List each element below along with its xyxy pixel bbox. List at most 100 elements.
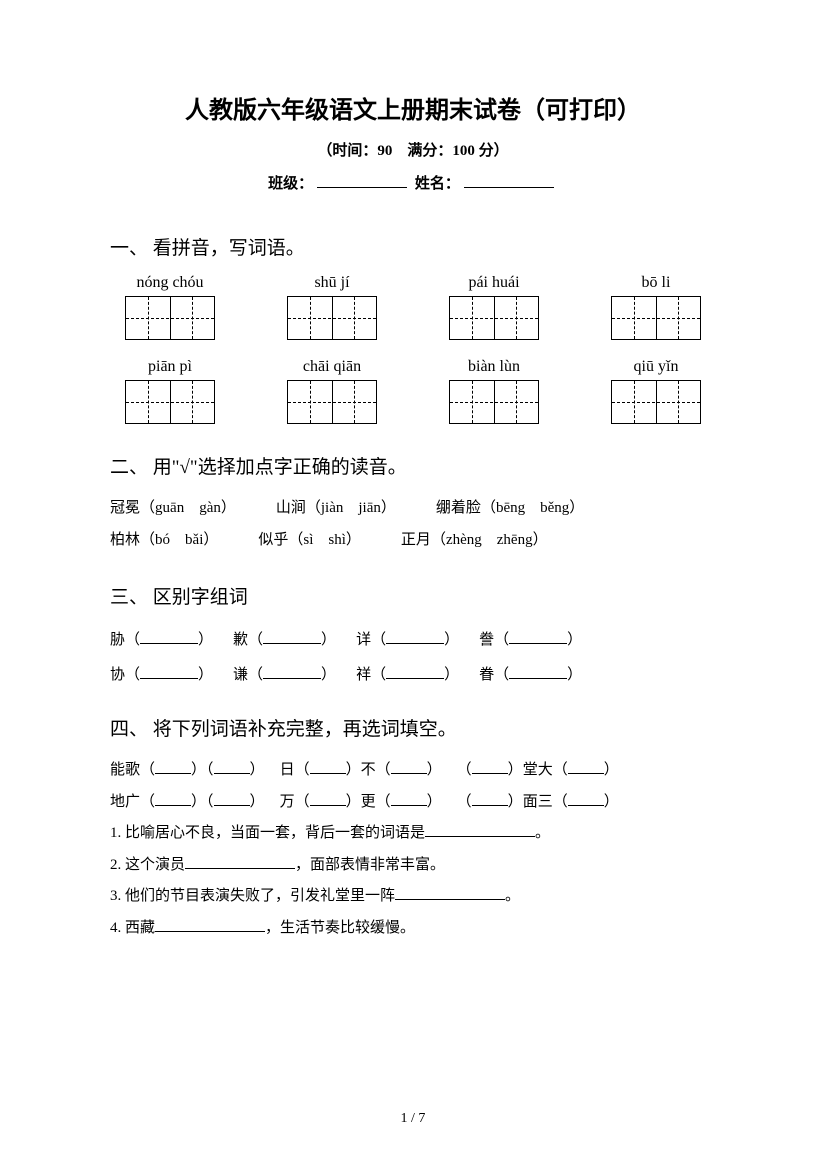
write-grid[interactable] xyxy=(449,296,539,340)
hanzi-char: 冕 xyxy=(125,500,140,516)
student-info-line: 班级： 姓名： xyxy=(110,172,716,193)
char-label: 誊（ xyxy=(479,632,509,648)
word-blank[interactable] xyxy=(140,678,198,679)
pinyin-label: bō li xyxy=(596,274,716,292)
fill-blank[interactable] xyxy=(310,805,346,806)
fill-blank[interactable] xyxy=(391,773,427,774)
pronunciation-options[interactable]: （guān gàn） xyxy=(140,500,236,516)
idiom-item: 能歌（）（） xyxy=(110,755,265,787)
fill-blank[interactable] xyxy=(214,805,250,806)
pinyin-cell: nóng chóu xyxy=(110,274,230,340)
fill-blank[interactable] xyxy=(425,836,535,837)
name-blank[interactable] xyxy=(464,187,554,188)
pinyin-label: shū jí xyxy=(272,274,392,292)
hanzi-char: 着 xyxy=(451,500,466,516)
write-grid[interactable] xyxy=(125,380,215,424)
idiom-row: 能歌（）（） 日（）不（） （）堂大（） xyxy=(110,755,716,787)
char-label: 胁（ xyxy=(110,632,140,648)
sentence-line: 4. 西藏，生活节奏比较缓慢。 xyxy=(110,913,716,945)
idiom-item: 地广（）（） xyxy=(110,787,265,819)
idiom-row: 地广（）（） 万（）更（） （）面三（） xyxy=(110,787,716,819)
word-blank[interactable] xyxy=(140,643,198,644)
hanzi-char: 绷 xyxy=(436,500,451,516)
class-label: 班级： xyxy=(268,176,313,192)
section-4-heading: 四、 将下列词语补充完整，再选词填空。 xyxy=(110,714,716,741)
fill-blank[interactable] xyxy=(310,773,346,774)
write-grid[interactable] xyxy=(449,380,539,424)
word-blank[interactable] xyxy=(263,643,321,644)
section-2-heading: 二、 用"√"选择加点字正确的读音。 xyxy=(110,452,716,479)
fill-blank[interactable] xyxy=(155,773,191,774)
pinyin-cell: bō li xyxy=(596,274,716,340)
hanzi-char: 冠 xyxy=(110,500,125,516)
pinyin-label: biàn lùn xyxy=(434,358,554,376)
char-label: 详（ xyxy=(356,632,386,648)
fill-blank[interactable] xyxy=(472,805,508,806)
fill-blank[interactable] xyxy=(472,773,508,774)
fill-blank[interactable] xyxy=(185,868,295,869)
page-subtitle: （时间：90 满分：100 分） xyxy=(110,139,716,160)
pinyin-cell: pái huái xyxy=(434,274,554,340)
section-1-heading: 一、 看拼音，写词语。 xyxy=(110,233,716,260)
fill-blank[interactable] xyxy=(155,805,191,806)
pinyin-label: qiū yǐn xyxy=(596,358,716,376)
hanzi-char: 乎 xyxy=(273,532,288,548)
pinyin-cell: biàn lùn xyxy=(434,358,554,424)
q2-item: 柏林（bó bǎi） xyxy=(110,525,218,557)
pinyin-row-1: nóng chóu shū jí pái huái bō li xyxy=(110,274,716,340)
hanzi-char: 柏 xyxy=(110,532,125,548)
q2-item: 绷着脸（bēng běng） xyxy=(436,493,584,525)
fill-blank[interactable] xyxy=(568,773,604,774)
hanzi-char: 似 xyxy=(258,532,273,548)
pronunciation-options[interactable]: （zhèng zhēng） xyxy=(431,532,548,548)
idiom-item: 日（）不（） xyxy=(280,755,442,787)
write-grid[interactable] xyxy=(611,380,701,424)
fill-blank[interactable] xyxy=(395,899,505,900)
hanzi-char: 林 xyxy=(125,532,140,548)
page-footer: 1 / 7 xyxy=(0,1111,826,1127)
pinyin-label: nóng chóu xyxy=(110,274,230,292)
write-grid[interactable] xyxy=(287,296,377,340)
char-label: 眷（ xyxy=(479,667,509,683)
hanzi-char: 涧 xyxy=(291,500,306,516)
write-grid[interactable] xyxy=(287,380,377,424)
char-label: 歉（ xyxy=(233,632,263,648)
q2-item: 似乎（sì shì） xyxy=(258,525,361,557)
page-title: 人教版六年级语文上册期末试卷（可打印） xyxy=(110,90,716,125)
write-grid[interactable] xyxy=(125,296,215,340)
q2-row: 柏林（bó bǎi）似乎（sì shì）正月（zhèng zhēng） xyxy=(110,525,716,557)
q3-cell: 胁（） xyxy=(110,623,213,658)
word-blank[interactable] xyxy=(386,678,444,679)
section-3-body: 胁（）歉（）详（）誊（）协（）谦（）祥（）眷（） xyxy=(110,623,716,692)
fill-blank[interactable] xyxy=(155,931,265,932)
word-blank[interactable] xyxy=(263,678,321,679)
pronunciation-options[interactable]: （bēng běng） xyxy=(481,500,584,516)
q3-row: 胁（）歉（）详（）誊（） xyxy=(110,623,716,658)
q3-cell: 誊（） xyxy=(479,623,582,658)
q2-item: 冠冕（guān gàn） xyxy=(110,493,236,525)
q3-cell: 祥（） xyxy=(356,658,459,693)
sentence-line: 2. 这个演员，面部表情非常丰富。 xyxy=(110,850,716,882)
class-blank[interactable] xyxy=(317,187,407,188)
pronunciation-options[interactable]: （bó bǎi） xyxy=(140,532,218,548)
fill-blank[interactable] xyxy=(214,773,250,774)
pinyin-cell: shū jí xyxy=(272,274,392,340)
section-4-body: 能歌（）（） 日（）不（） （）堂大（）地广（）（） 万（）更（） （）面三（）… xyxy=(110,755,716,944)
char-label: 祥（ xyxy=(356,667,386,683)
pinyin-cell: chāi qiān xyxy=(272,358,392,424)
idiom-item: （）面三（） xyxy=(457,787,619,819)
q2-row: 冠冕（guān gàn）山涧（jiàn jiān）绷着脸（bēng běng） xyxy=(110,493,716,525)
pronunciation-options[interactable]: （sì shì） xyxy=(288,532,361,548)
word-blank[interactable] xyxy=(509,678,567,679)
fill-blank[interactable] xyxy=(391,805,427,806)
word-blank[interactable] xyxy=(386,643,444,644)
q3-cell: 眷（） xyxy=(479,658,582,693)
fill-blank[interactable] xyxy=(568,805,604,806)
pronunciation-options[interactable]: （jiàn jiān） xyxy=(306,500,396,516)
pinyin-label: piān pì xyxy=(110,358,230,376)
section-3-heading: 三、 区别字组词 xyxy=(110,582,716,609)
q3-cell: 协（） xyxy=(110,658,213,693)
write-grid[interactable] xyxy=(611,296,701,340)
sentence-line: 1. 比喻居心不良，当面一套，背后一套的词语是。 xyxy=(110,818,716,850)
word-blank[interactable] xyxy=(509,643,567,644)
